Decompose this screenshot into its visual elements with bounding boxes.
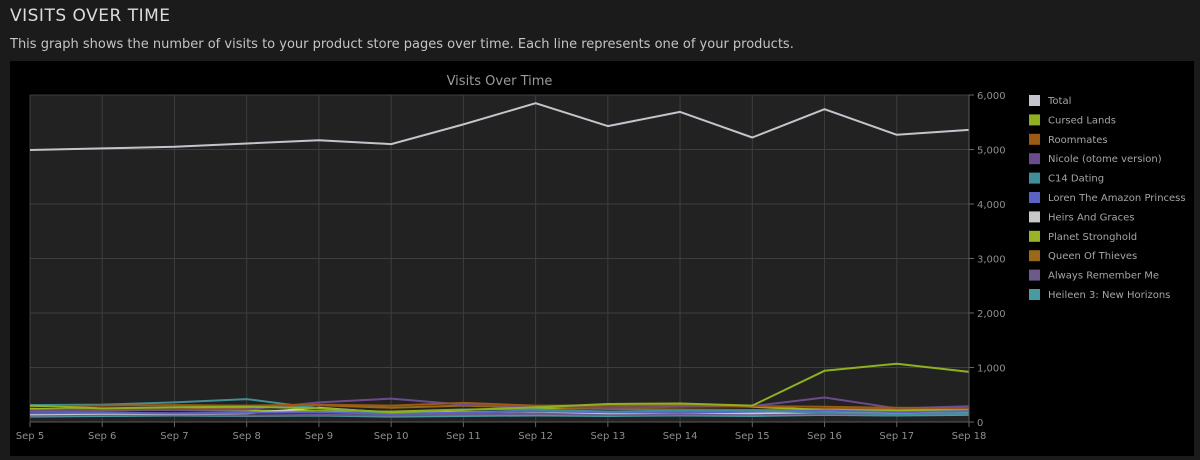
legend-swatch — [1029, 95, 1040, 106]
legend-label: Nicole (otome version) — [1048, 154, 1162, 165]
legend-label: C14 Dating — [1048, 174, 1104, 185]
x-tick-label: Sep 9 — [305, 431, 333, 442]
legend-item-always-remember-me[interactable]: Always Remember Me — [1029, 269, 1159, 282]
series-line-total — [29, 102, 970, 151]
legend-label: Heirs And Graces — [1048, 212, 1135, 223]
y-tick-label: 2,000 — [977, 309, 1006, 320]
legend-label: Cursed Lands — [1048, 115, 1116, 126]
legend-swatch — [1029, 289, 1040, 300]
legend-swatch — [1029, 133, 1040, 145]
page-description: This graph shows the number of visits to… — [10, 37, 794, 52]
legend-swatch — [1029, 172, 1040, 184]
chart-panel: Sep 5 Sep 6 Sep 7 Sep 8 Sep 9 Sep 10 Sep 11 Sep… — [10, 61, 1194, 456]
y-tick-label: 4,000 — [977, 200, 1006, 211]
y-tick-label: 3,000 — [977, 255, 1006, 266]
series-line-roommates — [29, 401, 970, 410]
legend-item-queen-of-thieves[interactable]: Queen Of Thieves — [1029, 250, 1137, 262]
x-tick-label: Sep 13 — [590, 431, 625, 442]
legend-label: Queen Of Thieves — [1048, 251, 1137, 262]
x-tick-label: Sep 6 — [88, 431, 116, 442]
legend-label: Always Remember Me — [1048, 271, 1159, 282]
legend-swatch — [1029, 250, 1040, 262]
legend-label: Heileen 3: New Horizons — [1048, 290, 1170, 301]
legend-item-c14-dating[interactable]: C14 Dating — [1029, 172, 1104, 185]
legend-item-heileen-3-new-horizons[interactable]: Heileen 3: New Horizons — [1029, 289, 1170, 301]
page-title: VISITS OVER TIME — [10, 6, 171, 26]
legend-swatch — [1029, 192, 1040, 203]
legend-label: Roommates — [1048, 135, 1108, 146]
legend-item-planet-stronghold[interactable]: Planet Stronghold — [1029, 230, 1137, 243]
legend-swatch — [1029, 211, 1040, 223]
y-tick-label: 5,000 — [977, 146, 1006, 157]
y-tick-label: 6,000 — [977, 91, 1006, 102]
x-tick-label: Sep 5 — [16, 431, 44, 442]
y-tick-label: 0 — [977, 418, 983, 429]
legend-label: Planet Stronghold — [1048, 232, 1137, 243]
x-tick-label: Sep 10 — [374, 431, 409, 442]
series-line-cursed-lands — [29, 362, 970, 414]
legend-swatch — [1029, 153, 1040, 165]
legend-swatch — [1029, 114, 1040, 126]
x-tick-label: Sep 16 — [807, 431, 842, 442]
legend-item-heirs-and-graces[interactable]: Heirs And Graces — [1029, 211, 1135, 223]
legend-label: Total — [1047, 96, 1071, 107]
legend-item-nicole-otome-version[interactable]: Nicole (otome version) — [1029, 153, 1162, 165]
y-tick-label: 1,000 — [977, 364, 1006, 375]
x-tick-label: Sep 18 — [952, 431, 987, 442]
legend-item-loren-the-amazon-princess[interactable]: Loren The Amazon Princess — [1029, 192, 1186, 204]
legend-swatch — [1029, 230, 1040, 242]
x-tick-label: Sep 11 — [446, 431, 481, 442]
x-tick-label: Sep 17 — [879, 431, 914, 442]
x-tick-label: Sep 12 — [518, 431, 553, 442]
visits-line-chart: Sep 5 Sep 6 Sep 7 Sep 8 Sep 9 Sep 10 Sep 11 Sep… — [16, 74, 1186, 442]
series-line-nicole-otome-version — [29, 396, 970, 412]
x-tick-label: Sep 14 — [663, 431, 698, 442]
legend-item-cursed-lands[interactable]: Cursed Lands — [1029, 114, 1116, 126]
legend-swatch — [1029, 269, 1040, 281]
legend-label: Loren The Amazon Princess — [1048, 193, 1186, 204]
x-tick-label: Sep 8 — [232, 431, 260, 442]
legend-item-roommates[interactable]: Roommates — [1029, 133, 1108, 146]
series-line-loren-the-amazon-princess — [29, 409, 970, 415]
chart-title: Visits Over Time — [447, 74, 553, 89]
legend-item-total[interactable]: Total — [1029, 95, 1071, 107]
x-tick-label: Sep 15 — [735, 431, 770, 442]
x-tick-label: Sep 7 — [160, 431, 188, 442]
